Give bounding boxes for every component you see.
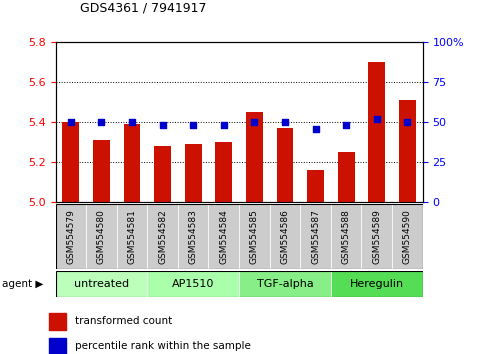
Bar bbox=[147, 271, 239, 297]
Point bbox=[220, 122, 227, 128]
Bar bbox=[215, 142, 232, 202]
Point bbox=[189, 122, 197, 128]
Bar bbox=[49, 313, 66, 330]
Bar bbox=[239, 204, 270, 269]
Text: percentile rank within the sample: percentile rank within the sample bbox=[75, 341, 251, 351]
Bar bbox=[209, 204, 239, 269]
Bar bbox=[300, 204, 331, 269]
Point bbox=[128, 119, 136, 125]
Point bbox=[373, 116, 381, 122]
Bar bbox=[246, 112, 263, 202]
Text: GSM554589: GSM554589 bbox=[372, 209, 381, 264]
Text: GSM554590: GSM554590 bbox=[403, 209, 412, 264]
Bar bbox=[93, 140, 110, 202]
Text: GDS4361 / 7941917: GDS4361 / 7941917 bbox=[80, 1, 206, 14]
Bar bbox=[124, 124, 141, 202]
Bar bbox=[369, 62, 385, 202]
Text: Heregulin: Heregulin bbox=[350, 279, 404, 289]
Text: GSM554586: GSM554586 bbox=[281, 209, 289, 264]
Bar bbox=[331, 271, 423, 297]
Bar bbox=[270, 204, 300, 269]
Bar bbox=[147, 204, 178, 269]
Bar bbox=[277, 128, 293, 202]
Point bbox=[281, 119, 289, 125]
Text: GSM554580: GSM554580 bbox=[97, 209, 106, 264]
Bar bbox=[117, 204, 147, 269]
Bar bbox=[56, 204, 86, 269]
Point bbox=[159, 122, 167, 128]
Bar bbox=[361, 204, 392, 269]
Text: GSM554588: GSM554588 bbox=[341, 209, 351, 264]
Text: TGF-alpha: TGF-alpha bbox=[256, 279, 313, 289]
Bar bbox=[49, 338, 66, 354]
Text: GSM554581: GSM554581 bbox=[128, 209, 137, 264]
Point bbox=[403, 119, 411, 125]
Text: GSM554584: GSM554584 bbox=[219, 209, 228, 264]
Text: GSM554582: GSM554582 bbox=[158, 209, 167, 264]
Text: GSM554585: GSM554585 bbox=[250, 209, 259, 264]
Point bbox=[67, 119, 75, 125]
Bar bbox=[331, 204, 361, 269]
Text: transformed count: transformed count bbox=[75, 316, 172, 326]
Point bbox=[98, 119, 105, 125]
Bar bbox=[307, 170, 324, 202]
Bar bbox=[178, 204, 209, 269]
Bar bbox=[185, 144, 201, 202]
Point bbox=[251, 119, 258, 125]
Text: agent ▶: agent ▶ bbox=[2, 279, 44, 289]
Text: GSM554587: GSM554587 bbox=[311, 209, 320, 264]
Bar bbox=[56, 271, 147, 297]
Bar bbox=[338, 152, 355, 202]
Text: GSM554579: GSM554579 bbox=[66, 209, 75, 264]
Bar bbox=[399, 100, 416, 202]
Point bbox=[312, 126, 319, 131]
Bar bbox=[154, 146, 171, 202]
Text: AP1510: AP1510 bbox=[172, 279, 214, 289]
Bar bbox=[86, 204, 117, 269]
Bar bbox=[62, 122, 79, 202]
Bar bbox=[392, 204, 423, 269]
Text: GSM554583: GSM554583 bbox=[189, 209, 198, 264]
Text: untreated: untreated bbox=[74, 279, 129, 289]
Bar bbox=[239, 271, 331, 297]
Point bbox=[342, 122, 350, 128]
